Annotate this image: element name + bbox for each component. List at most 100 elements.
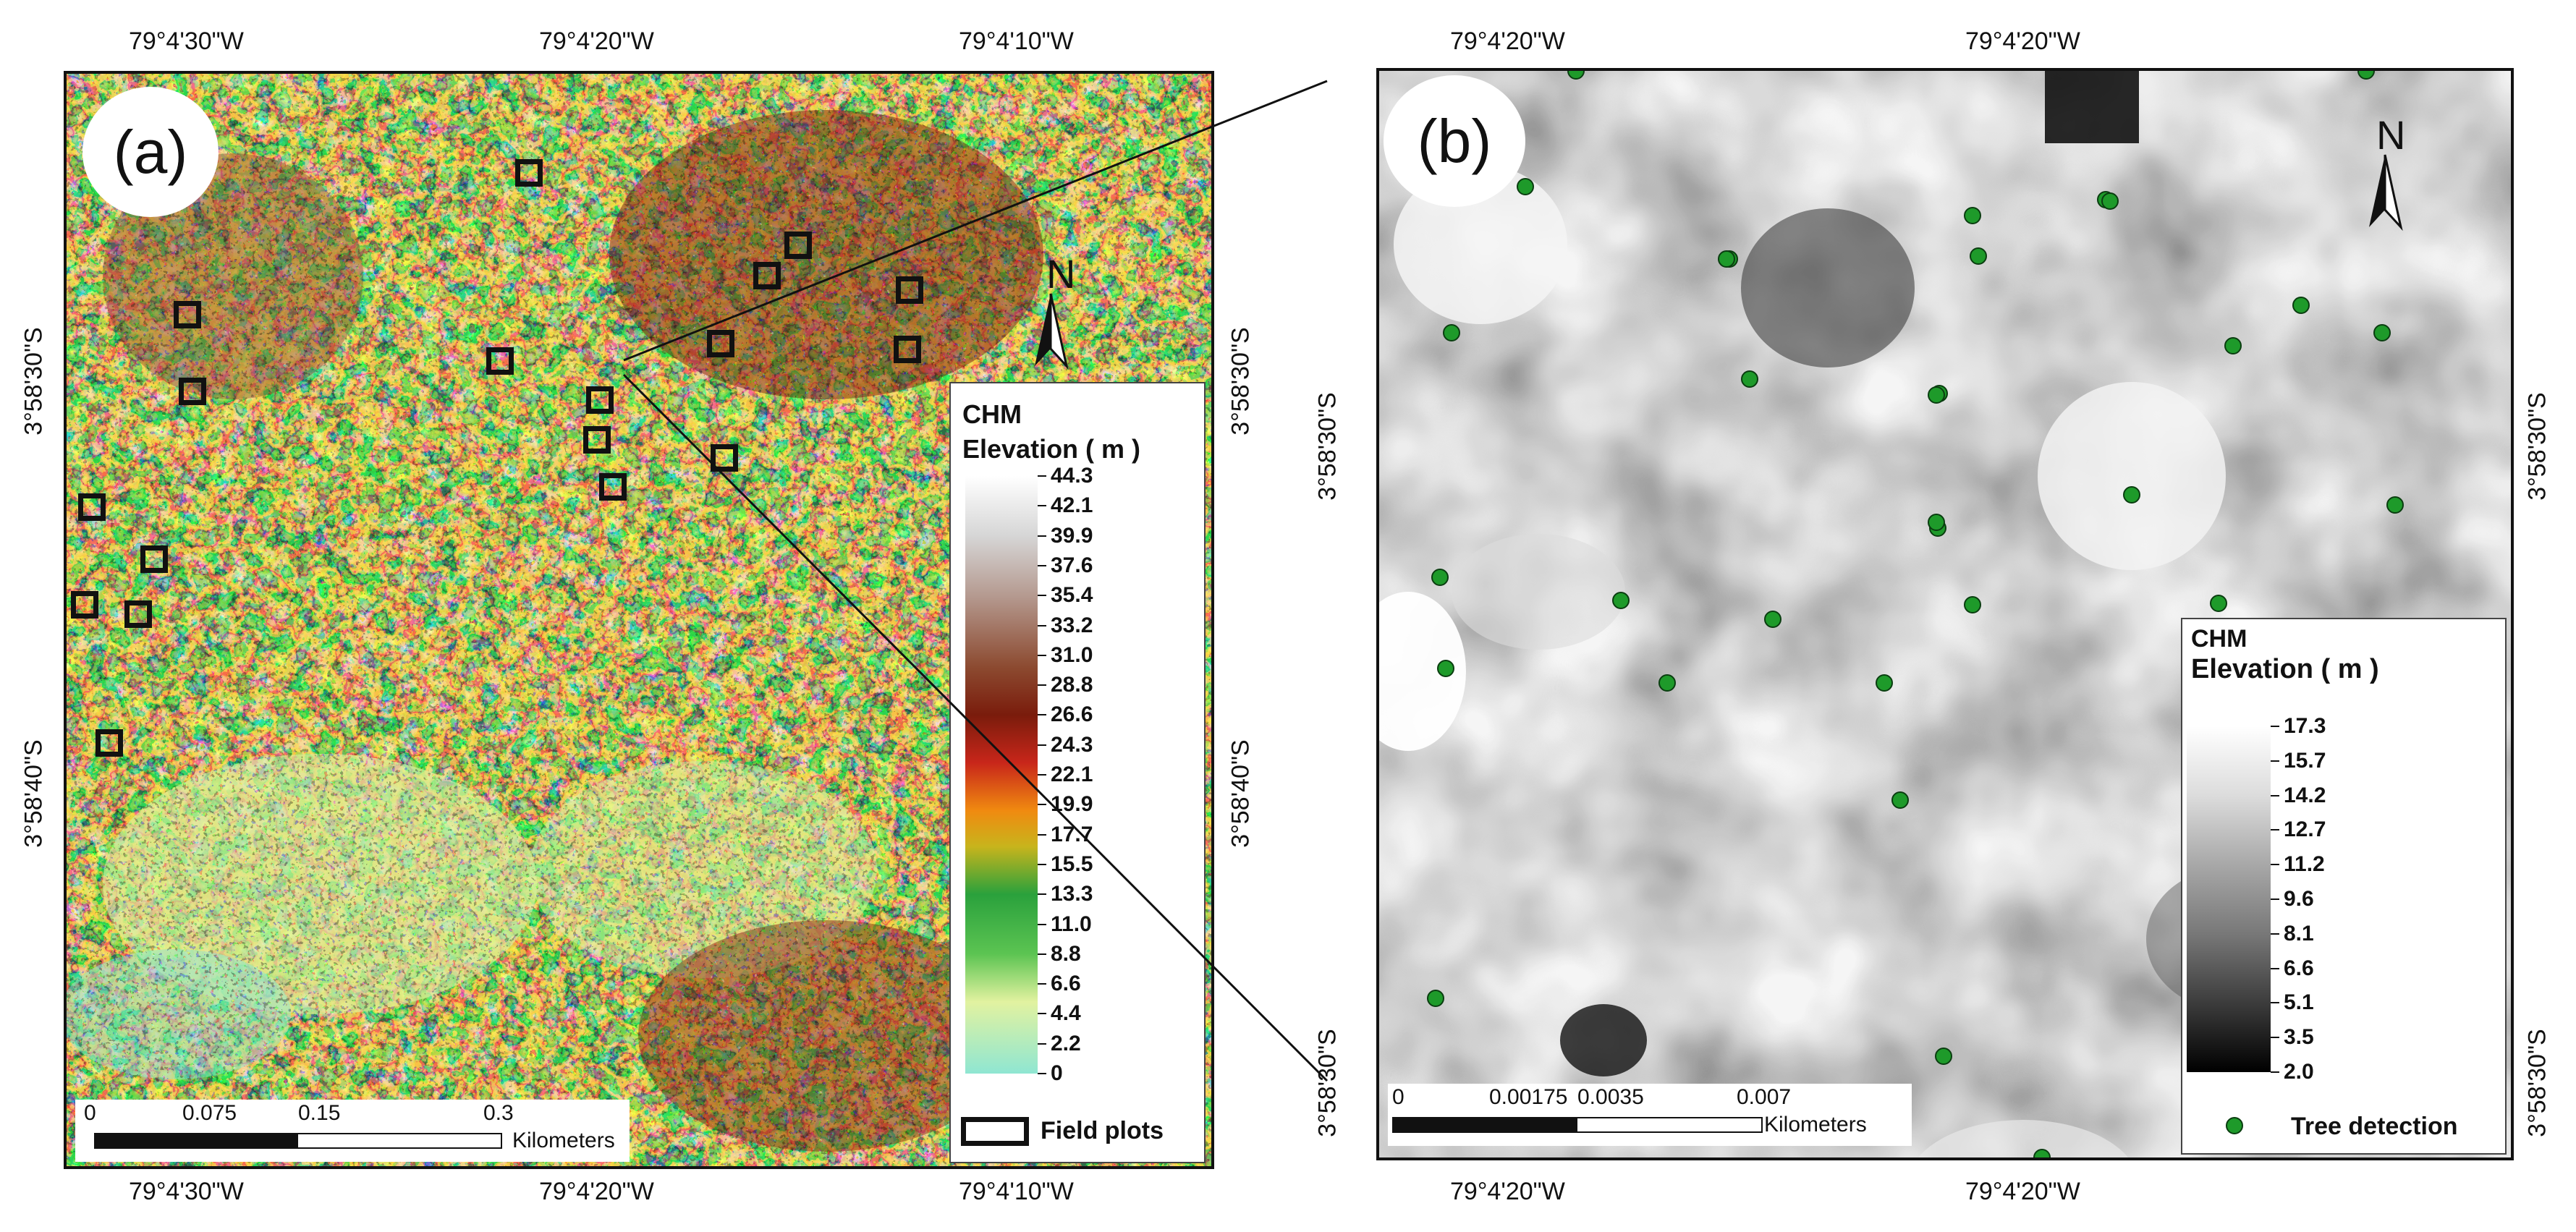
tree-detection-point bbox=[1928, 386, 1945, 404]
legend-b-tick-label: 9.6 bbox=[2284, 887, 2314, 911]
legend-a-tick-label: 15.5 bbox=[1051, 851, 1093, 876]
legend-b-tick-mark bbox=[2271, 1037, 2279, 1039]
tree-detections bbox=[1379, 71, 2511, 1157]
legend-b-tick-mark bbox=[2271, 1002, 2279, 1004]
panel-b-legend: CHM Elevation ( m ) 17.3 15.7 14.2 12.7 11.2… bbox=[2181, 618, 2507, 1155]
scale-b-unit: Kilometers bbox=[1764, 1113, 1867, 1137]
panel-a-scale-bar: 0 0.075 0.15 0.3 Kilometers bbox=[75, 1100, 630, 1162]
panel-a-legend: CHM Elevation ( m ) 44.3 42.1 39.9 37.6 35.4… bbox=[949, 382, 1206, 1163]
legend-b-tick-label: 2.0 bbox=[2284, 1060, 2314, 1084]
legend-a-tick-label: 39.9 bbox=[1051, 523, 1093, 548]
legend-a-tick-label: 17.7 bbox=[1051, 822, 1093, 846]
tree-detection-point bbox=[1935, 1048, 1952, 1065]
panel-a-label: (a) bbox=[82, 87, 219, 217]
legend-a-tick-mark bbox=[1038, 684, 1046, 687]
tree-detection-legend-label: Tree detection bbox=[2291, 1113, 2458, 1140]
legend-b-tick-mark bbox=[2271, 967, 2279, 969]
field-plot bbox=[711, 444, 738, 472]
legend-a-tick-mark bbox=[1038, 1042, 1046, 1045]
north-arrow-letter: N bbox=[1046, 251, 1075, 297]
legend-a-tick-mark bbox=[1038, 923, 1046, 925]
field-plot bbox=[753, 262, 781, 289]
field-plot bbox=[71, 591, 98, 619]
legend-b-tick-label: 11.2 bbox=[2284, 852, 2325, 877]
legend-b-tick-label: 3.5 bbox=[2284, 1025, 2314, 1050]
legend-a-tick-label: 31.0 bbox=[1051, 642, 1093, 667]
field-plots-legend-label: Field plots bbox=[1041, 1117, 1164, 1144]
field-plot bbox=[96, 729, 123, 757]
field-plot bbox=[896, 276, 923, 304]
tree-detection-point bbox=[1427, 990, 1444, 1007]
panel-b-map-frame: (b) N CHM Elevation ( m ) 17.3 15.7 14.2 12… bbox=[1376, 68, 2514, 1160]
field-plot bbox=[586, 386, 614, 414]
panel-a-map-frame: (a) N CHM Elevation ( m ) 44.3 42.1 39.9 37… bbox=[64, 71, 1214, 1169]
legend-b-tick-mark bbox=[2271, 933, 2279, 935]
legend-a-tick-label: 35.4 bbox=[1051, 583, 1093, 608]
panel-a-top-coord-3: 79°4'10"W bbox=[959, 27, 1074, 55]
panel-b-right-coord-2: 3°58'30"S bbox=[2523, 1029, 2551, 1137]
legend-a-tick-label: 42.1 bbox=[1051, 493, 1093, 518]
legend-b-ticks: 17.3 15.7 14.2 12.7 11.2 9.6 8.1 6.6 5.1 3.5 2.0 bbox=[2271, 715, 2415, 1083]
tree-detection-point bbox=[1964, 596, 1981, 613]
legend-b-tick-label: 5.1 bbox=[2284, 990, 2314, 1015]
north-arrow-letter: N bbox=[2376, 112, 2405, 158]
legend-a-tick-label: 6.6 bbox=[1051, 972, 1081, 996]
legend-a-tick-mark bbox=[1038, 1013, 1046, 1015]
panel-b-bottom-coord-2: 79°4'20"W bbox=[1965, 1178, 2080, 1205]
legend-a-tick-label: 24.3 bbox=[1051, 732, 1093, 757]
legend-a-tick-mark bbox=[1038, 863, 1046, 865]
tree-detection-point bbox=[1612, 592, 1630, 609]
legend-a-tick-mark bbox=[1038, 595, 1046, 597]
tree-detection-point bbox=[1567, 71, 1585, 80]
legend-a-tick-mark bbox=[1038, 833, 1046, 836]
legend-a-tick-label: 11.0 bbox=[1051, 912, 1092, 936]
legend-b-tick-label: 8.1 bbox=[2284, 921, 2314, 946]
legend-b-tick-mark bbox=[2271, 760, 2279, 762]
legend-a-tick-mark bbox=[1038, 774, 1046, 776]
tree-detection-point bbox=[1928, 514, 1945, 531]
tree-detection-point bbox=[2210, 595, 2227, 612]
legend-b-subtitle: Elevation ( m ) bbox=[2191, 654, 2379, 684]
legend-a-tick-mark bbox=[1038, 535, 1046, 537]
panel-a-top-coord-1: 79°4'30"W bbox=[129, 27, 244, 55]
legend-b-tick-mark bbox=[2271, 794, 2279, 796]
legend-a-tick-mark bbox=[1038, 804, 1046, 806]
tree-detection-point bbox=[2357, 71, 2375, 80]
panel-a-bottom-coord-2: 79°4'20"W bbox=[539, 1178, 654, 1205]
tree-detection-point bbox=[1891, 791, 1909, 809]
panel-b-label: (b) bbox=[1384, 75, 1525, 207]
field-plot bbox=[78, 493, 106, 521]
legend-a-tick-mark bbox=[1038, 654, 1046, 656]
legend-b-title: CHM bbox=[2191, 625, 2247, 653]
tree-detection-point bbox=[1876, 674, 1893, 692]
panel-b-right-coord-1: 3°58'30"S bbox=[2523, 392, 2551, 501]
panel-a-top-coord-2: 79°4'20"W bbox=[539, 27, 654, 55]
scale-a-tick-0: 0 bbox=[84, 1101, 96, 1125]
scale-b-tick-1: 0.00175 bbox=[1489, 1085, 1568, 1109]
tree-detection-point bbox=[1443, 324, 1460, 341]
legend-a-tick-label: 4.4 bbox=[1051, 1001, 1081, 1026]
field-plot bbox=[486, 347, 514, 375]
legend-b-tick-mark bbox=[2271, 1071, 2279, 1073]
legend-a-tick-label: 28.8 bbox=[1051, 673, 1093, 697]
panel-b-left-coord-2: 3°58'30"S bbox=[1313, 1029, 1342, 1137]
tree-detection-point bbox=[1431, 569, 1449, 586]
tree-detection-point bbox=[1964, 207, 1981, 224]
tree-detection-legend-symbol bbox=[2226, 1117, 2243, 1134]
legend-a-title: CHM bbox=[962, 399, 1022, 429]
scale-a-unit: Kilometers bbox=[512, 1129, 615, 1152]
field-plot bbox=[784, 231, 812, 259]
legend-a-tick-mark bbox=[1038, 475, 1046, 477]
panel-b-left-coord-1: 3°58'30"S bbox=[1313, 392, 1342, 501]
scale-a-tick-1: 0.075 bbox=[182, 1101, 237, 1125]
tree-detection-point bbox=[1718, 250, 1735, 268]
scale-b-tick-3: 0.007 bbox=[1737, 1085, 1792, 1109]
legend-b-color-ramp bbox=[2187, 726, 2271, 1072]
legend-a-tick-label: 37.6 bbox=[1051, 553, 1093, 577]
field-plot bbox=[583, 426, 611, 454]
field-plot bbox=[707, 330, 734, 357]
field-plot bbox=[179, 378, 206, 405]
tree-detection-point bbox=[2101, 192, 2119, 210]
legend-a-tick-label: 33.2 bbox=[1051, 613, 1093, 637]
